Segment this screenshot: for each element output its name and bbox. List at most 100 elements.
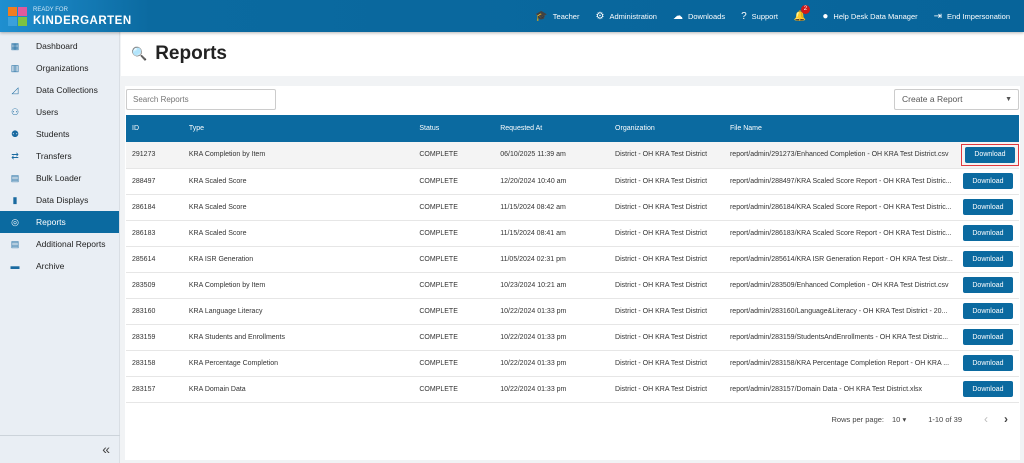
archive-icon: ▬	[10, 261, 20, 271]
sidebar-item-label: Data Collections	[36, 85, 98, 95]
nav-item-administration[interactable]: ⚙ Administration	[595, 11, 657, 22]
download-button[interactable]: Download	[962, 173, 1013, 189]
chevron-down-icon: ▼	[1005, 96, 1012, 103]
table-row: 291273 KRA Completion by Item COMPLETE 06/1…	[126, 142, 1019, 169]
sidebar-item-label: Bulk Loader	[36, 173, 82, 183]
logo-block	[18, 17, 27, 26]
users-icon: ⚇	[10, 107, 20, 117]
sidebar-item-label: Students	[36, 129, 70, 139]
sidebar-item-users[interactable]: ⚇ Users	[0, 101, 119, 123]
sidebar-item-reports[interactable]: ◎ Reports	[0, 211, 119, 233]
rows-per-page-label: Rows per page:	[831, 414, 885, 424]
download-button[interactable]: Download	[962, 329, 1013, 345]
top-nav: 🎓 Teacher ⚙ Administration ☁ Downloads? Suppor…	[535, 0, 1010, 32]
download-button[interactable]: Download	[962, 303, 1013, 319]
action-cell: Download	[954, 194, 1019, 221]
action-cell: Download	[954, 298, 1019, 325]
bulk-loader-icon: ▤	[10, 173, 20, 183]
prev-page-button[interactable]: ‹	[984, 412, 988, 426]
sidebar-item-data-displays[interactable]: ▮ Data Displays	[0, 189, 119, 211]
reports-table: ID Type Status Requested At Organization File…	[126, 115, 1019, 403]
button-wrap: Download	[961, 301, 1015, 321]
sign-out-icon: ⇥	[933, 10, 943, 22]
table-cell: KRA Scaled Score	[182, 168, 414, 195]
table-cell: 11/15/2024 08:41 am	[494, 220, 610, 247]
cloud-download-icon: ☁	[672, 10, 683, 22]
sidebar-item-bulk-loader[interactable]: ▤ Bulk Loader	[0, 167, 119, 189]
table-cell: KRA ISR Generation	[182, 246, 414, 273]
table-cell: 283157	[126, 376, 183, 403]
rows-per-page-select[interactable]: 10 ▾	[892, 414, 907, 424]
nav-label: Support	[751, 11, 778, 21]
download-button[interactable]: Download	[962, 277, 1013, 293]
download-button[interactable]: Download	[962, 225, 1013, 241]
nav-label: Help Desk Data Manager	[833, 11, 918, 21]
nav-item-help-desk-data-manager[interactable]: ● Help Desk Data Manager	[822, 11, 917, 22]
table-cell: COMPLETE	[413, 194, 495, 221]
column-header: File Name	[723, 115, 955, 142]
nav-label: Administration	[609, 11, 657, 21]
download-button[interactable]: Download	[962, 251, 1013, 267]
action-cell: Download	[954, 272, 1019, 299]
sidebar-item-additional-reports[interactable]: ▤ Additional Reports	[0, 233, 119, 255]
nav-item-support[interactable]: ? Support	[741, 11, 778, 22]
bell-icon: 🔔	[793, 10, 807, 22]
table-row: 286183 KRA Scaled Score COMPLETE 11/15/2024…	[126, 220, 1019, 247]
table-cell: District - OH KRA Test District	[609, 246, 724, 273]
table-cell: report/admin/283160/Language&Literacy - …	[723, 298, 955, 325]
table-cell: COMPLETE	[413, 376, 495, 403]
sidebar-item-label: Dashboard	[36, 41, 78, 51]
table-cell: 11/15/2024 08:42 am	[494, 194, 610, 221]
logo[interactable]: READY FOR KINDERGARTEN	[8, 6, 132, 27]
sidebar-item-label: Data Displays	[36, 195, 89, 205]
next-page-button[interactable]: ›	[1004, 412, 1008, 426]
help-circle-icon: ?	[741, 10, 747, 22]
button-wrap: Download	[961, 327, 1015, 347]
create-report-select[interactable]: Create a Report ▼	[894, 89, 1019, 110]
data-collections-icon: ◿	[11, 85, 19, 95]
download-button[interactable]: Download	[962, 381, 1013, 397]
table-cell: 283159	[126, 324, 183, 351]
nav-item-downloads[interactable]: ☁ Downloads	[673, 11, 725, 22]
table-cell: report/admin/283157/Domain Data - OH KRA…	[723, 376, 955, 403]
table-cell: District - OH KRA Test District	[609, 272, 724, 299]
table-cell: District - OH KRA Test District	[609, 376, 724, 403]
nav-item-end-impersonation[interactable]: ⇥ End Impersonation	[934, 11, 1010, 22]
sidebar-item-archive[interactable]: ▬ Archive	[0, 255, 119, 277]
column-header	[954, 115, 1019, 142]
table-cell: KRA Domain Data	[182, 376, 414, 403]
user-circle-icon: ●	[822, 10, 829, 22]
table-cell: report/admin/286184/KRA Scaled Score Rep…	[723, 194, 955, 221]
table-cell: District - OH KRA Test District	[609, 350, 724, 377]
table-cell: 286183	[126, 220, 183, 247]
logo-block	[8, 17, 17, 26]
sidebar-item-transfers[interactable]: ⇄ Transfers	[0, 145, 119, 167]
nav-item-notifications[interactable]: 🔔 2	[793, 4, 810, 22]
sidebar-item-organizations[interactable]: ▥ Organizations	[0, 57, 119, 79]
table-cell: 285614	[126, 246, 183, 273]
reports-card: Create a Report ▼ IDTypeStatusRequested …	[125, 86, 1020, 460]
table-row: 283160 KRA Language Literacy COMPLETE 10/22…	[126, 298, 1019, 325]
button-wrap: Download	[961, 379, 1015, 399]
sidebar-item-dashboard[interactable]: ▦ Dashboard	[0, 35, 119, 57]
download-button[interactable]: Download	[962, 199, 1013, 215]
collapse-sidebar-button[interactable]: «	[0, 435, 120, 463]
sidebar-item-data-collections[interactable]: ◿ Data Collections	[0, 79, 119, 101]
table-row: 283159 KRA Students and Enrollments COMPLE…	[126, 324, 1019, 351]
sidebar-item-students[interactable]: ⚉ Students	[0, 123, 119, 145]
download-button[interactable]: Download	[964, 146, 1015, 163]
table-cell: 10/22/2024 01:33 pm	[494, 298, 610, 325]
notification-badge: 2	[800, 4, 810, 14]
column-header: Requested At	[494, 115, 610, 142]
reports-icon: 🔍	[131, 46, 148, 61]
table-cell: KRA Scaled Score	[182, 194, 414, 221]
table-cell: report/admin/286183/KRA Scaled Score Rep…	[723, 220, 955, 247]
logo-blocks	[8, 7, 27, 26]
download-button[interactable]: Download	[962, 355, 1013, 371]
nav-item-teacher[interactable]: 🎓 Teacher	[535, 11, 579, 22]
table-cell: COMPLETE	[413, 142, 495, 169]
search-input[interactable]	[126, 89, 276, 110]
column-header: Type	[182, 115, 414, 142]
transfers-icon: ⇄	[11, 151, 19, 161]
button-wrap: Download	[961, 223, 1015, 243]
